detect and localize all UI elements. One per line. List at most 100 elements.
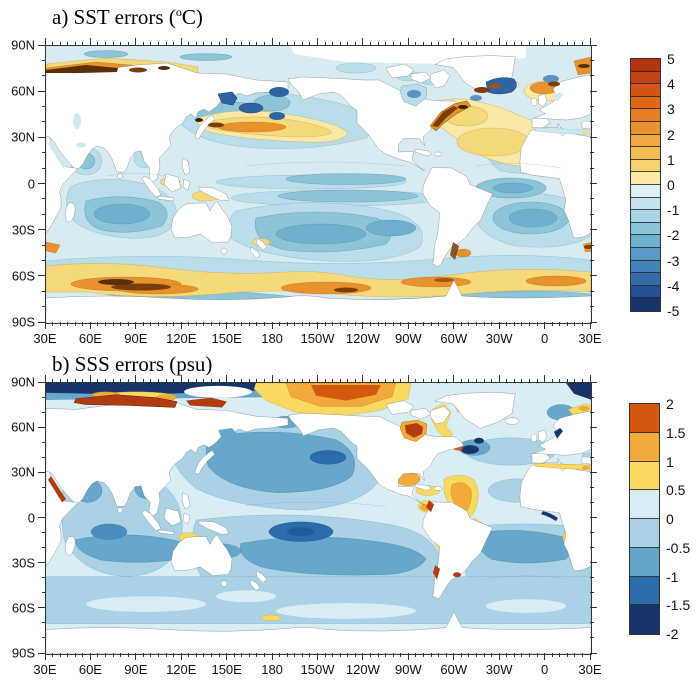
x-tick-top xyxy=(44,375,46,382)
colorbar-segment xyxy=(630,461,659,491)
land-europe xyxy=(533,74,591,121)
y-tick-left xyxy=(38,321,45,323)
y-tick-left xyxy=(38,90,45,92)
y-tick-left xyxy=(38,229,45,231)
x-axis-label: 90E xyxy=(124,662,148,677)
colorbar-segment xyxy=(631,197,660,211)
y-axis-label: 30N xyxy=(11,464,35,480)
colorbar-tick-label: -1 xyxy=(666,568,679,585)
y-axis-label: 30S xyxy=(11,555,35,571)
colorbar-tick-label: 2 xyxy=(666,396,674,412)
colorbar-segment xyxy=(631,235,660,248)
x-tick-top xyxy=(89,38,91,45)
x-axis-label: 30E xyxy=(33,331,57,346)
colorbar-segment xyxy=(631,147,660,160)
colorbar-tick-label: -2 xyxy=(666,626,679,642)
colorbar-segment xyxy=(631,121,660,135)
x-tick-top xyxy=(589,38,591,45)
x-tick-top xyxy=(498,38,500,45)
colorbar-segment xyxy=(631,184,660,198)
colorbar-segment xyxy=(631,59,660,72)
y-axis-label: 90N xyxy=(11,374,35,390)
x-tick-top xyxy=(317,375,318,382)
land-baffin xyxy=(429,69,451,89)
colorbar-tick-label: -3 xyxy=(667,252,680,269)
x-tick-top xyxy=(453,38,455,45)
x-axis-label: 30E xyxy=(578,331,602,346)
x-axis-label: 120E xyxy=(166,662,197,677)
x-tick-top xyxy=(317,38,318,45)
y-axis-label: 90S xyxy=(11,314,35,330)
y-axis-label: 90S xyxy=(11,645,35,661)
land-australia xyxy=(170,200,233,244)
colorbar-segment xyxy=(631,298,660,311)
x-tick-top xyxy=(362,375,364,382)
x-axis-label: 180 xyxy=(261,662,283,677)
land-borneo xyxy=(163,173,182,193)
colorbar-tick-label: -2 xyxy=(667,227,680,244)
colorbar-tick-label: -4 xyxy=(667,277,680,294)
y-tick-left xyxy=(38,471,45,473)
land-java xyxy=(157,195,175,202)
sst-map xyxy=(46,46,591,323)
y-axis-label: 60S xyxy=(11,268,35,284)
colorbar-tick-label: -0.5 xyxy=(666,539,691,556)
y-tick-left xyxy=(38,562,45,564)
land-ireland xyxy=(530,97,538,107)
colorbar-segment xyxy=(630,490,659,519)
colorbar-tick-label: 0 xyxy=(666,511,674,527)
x-tick-top xyxy=(407,375,409,382)
x-tick-top xyxy=(589,375,591,382)
land-antarctica xyxy=(46,279,591,323)
x-axis-label: 90E xyxy=(124,331,148,346)
x-tick-top xyxy=(180,38,182,45)
y-axis-label: 60S xyxy=(11,600,35,616)
x-tick-top xyxy=(407,38,409,45)
colorbar-segment xyxy=(631,222,660,236)
panel-b-title: b) SSS errors (psu) xyxy=(52,352,213,376)
x-tick-top xyxy=(544,375,546,382)
land-arctic-islands xyxy=(385,63,415,79)
x-axis-label: 150E xyxy=(211,331,242,346)
colorbar-tick-label: 1 xyxy=(667,151,675,168)
colorbar-tick-label: 0 xyxy=(667,177,675,193)
land-hispaniola xyxy=(433,151,443,157)
y-axis-label: 90N xyxy=(11,37,35,53)
y-tick-left xyxy=(38,136,45,138)
colorbar-segment xyxy=(630,404,659,433)
colorbar-segment xyxy=(630,547,659,577)
land-japan xyxy=(194,114,216,140)
land-tasmania xyxy=(220,247,228,255)
y-axis-label: 60N xyxy=(11,419,35,435)
land-srilanka xyxy=(117,173,123,179)
land-sulawesi xyxy=(182,178,191,191)
colorbar-segment xyxy=(630,605,659,634)
x-tick-top xyxy=(498,375,500,382)
x-tick-top xyxy=(362,38,364,45)
colorbar-sst xyxy=(630,58,661,312)
land-newzealand xyxy=(255,237,268,251)
x-axis-label: 0 xyxy=(540,662,549,677)
sss-map xyxy=(46,383,591,654)
y-tick-left xyxy=(38,652,45,654)
colorbar-segment xyxy=(631,96,660,110)
sst-strong-features xyxy=(46,64,591,293)
colorbar-segment xyxy=(630,519,659,548)
x-axis-label: 30E xyxy=(33,662,57,677)
colorbar-tick-label: 1.5 xyxy=(666,424,686,441)
panel-a-title: a) SST errors (oC) xyxy=(52,5,203,29)
colorbar-segment xyxy=(631,260,660,274)
x-axis-label: 180 xyxy=(261,331,283,346)
colorbar-tick-label: 4 xyxy=(667,76,675,93)
colorbar-segment xyxy=(631,134,660,148)
x-tick-top xyxy=(453,375,455,382)
x-tick-top xyxy=(135,38,137,45)
x-axis-label: 90W xyxy=(394,662,422,677)
x-axis-label: 120W xyxy=(345,331,380,346)
y-tick-left xyxy=(38,44,45,46)
sst-marginal-seas xyxy=(48,83,591,168)
x-axis-label: 150E xyxy=(211,662,242,677)
colorbar-segment xyxy=(631,109,660,122)
colorbar-tick-label: 0.5 xyxy=(666,482,686,499)
colorbar-tick-label: -1.5 xyxy=(666,597,691,614)
